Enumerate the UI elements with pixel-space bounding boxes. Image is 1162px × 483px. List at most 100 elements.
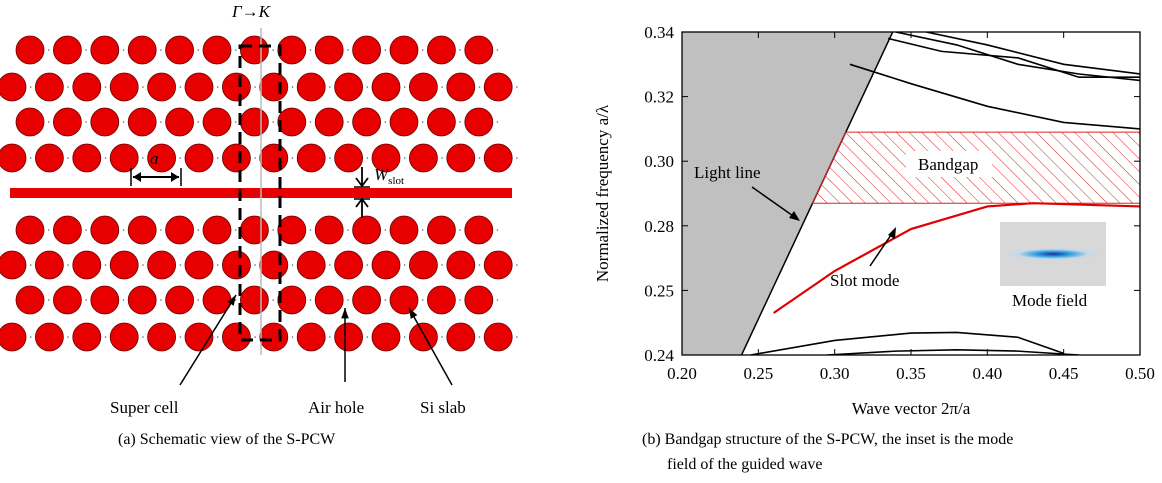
lattice-dot (329, 86, 331, 88)
structure-label: Super cell (110, 398, 179, 417)
lattice-dot (254, 264, 256, 266)
lattice-dot (105, 157, 107, 159)
air-hole (409, 73, 437, 101)
lattice-dot (254, 86, 256, 88)
air-hole (297, 144, 325, 172)
lattice-dot (123, 49, 125, 51)
lattice-dot (254, 157, 256, 159)
air-hole (390, 108, 418, 136)
air-hole (353, 36, 381, 64)
air-hole (409, 144, 437, 172)
air-hole (372, 323, 400, 351)
lattice-dot (367, 264, 369, 266)
lattice-dot (198, 121, 200, 123)
air-hole (35, 251, 63, 279)
structure-label: Air hole (308, 398, 364, 417)
lattice-dot (180, 86, 182, 88)
lattice-dot (404, 336, 406, 338)
air-hole (335, 73, 363, 101)
lattice-dot (310, 121, 312, 123)
air-hole (297, 251, 325, 279)
air-hole (372, 251, 400, 279)
air-hole (166, 36, 194, 64)
air-hole (390, 36, 418, 64)
lattice-dot (292, 264, 294, 266)
lattice-dot (479, 336, 481, 338)
air-hole (427, 36, 455, 64)
lattice-dot (272, 121, 274, 123)
air-hole (166, 108, 194, 136)
air-hole (335, 144, 363, 172)
air-hole (278, 108, 306, 136)
lattice-dot (516, 86, 518, 88)
annotation: Slot mode (830, 271, 899, 290)
air-hole (427, 286, 455, 314)
air-hole (315, 286, 343, 314)
lattice-dot (347, 299, 349, 301)
air-hole (91, 286, 119, 314)
lattice-dot (67, 86, 69, 88)
air-hole (315, 216, 343, 244)
air-hole (278, 286, 306, 314)
lattice-dot (142, 336, 144, 338)
lattice-dot (404, 264, 406, 266)
lattice-dot (235, 299, 237, 301)
lattice-dot (30, 86, 32, 88)
lattice-dot (48, 229, 50, 231)
air-hole (222, 144, 250, 172)
lattice-dot (310, 299, 312, 301)
lattice-dot (367, 336, 369, 338)
air-hole (35, 144, 63, 172)
lattice-dot (459, 299, 461, 301)
lattice-dot (123, 121, 125, 123)
lattice-dot (516, 336, 518, 338)
lattice-dot (459, 121, 461, 123)
air-hole (240, 108, 268, 136)
air-hole (427, 108, 455, 136)
lattice-dot (67, 336, 69, 338)
air-hole (91, 108, 119, 136)
air-hole (390, 286, 418, 314)
air-hole (222, 73, 250, 101)
air-hole (148, 251, 176, 279)
air-hole (447, 251, 475, 279)
air-hole (240, 286, 268, 314)
air-hole (465, 36, 493, 64)
lattice-dot (105, 264, 107, 266)
air-hole (110, 323, 138, 351)
lattice-dot (180, 157, 182, 159)
lattice-dot (347, 49, 349, 51)
air-hole (484, 144, 512, 172)
lattice-dot (217, 86, 219, 88)
lattice-dot (105, 86, 107, 88)
arrow-head (341, 308, 349, 318)
lattice-dot (217, 157, 219, 159)
air-hole (128, 286, 156, 314)
air-hole (465, 108, 493, 136)
lattice-dot (272, 49, 274, 51)
lattice-dot (217, 336, 219, 338)
air-hole (35, 323, 63, 351)
lattice-dot (85, 49, 87, 51)
air-hole (166, 286, 194, 314)
lattice-dot (310, 229, 312, 231)
y-tick-label: 0.25 (644, 281, 674, 300)
inset-mode (1003, 247, 1103, 261)
lattice-dot (123, 229, 125, 231)
air-hole (148, 323, 176, 351)
lattice-dot (142, 86, 144, 88)
air-hole (240, 216, 268, 244)
air-hole (185, 144, 213, 172)
figure: Γ→KaWslotSuper cellAir holeSi slab(a) Sc… (0, 0, 1162, 483)
lattice-dot (67, 264, 69, 266)
lattice-dot (422, 49, 424, 51)
lattice-dot (235, 49, 237, 51)
annotation: Light line (694, 163, 761, 182)
lattice-dot (497, 49, 499, 51)
figure-canvas: Γ→KaWslotSuper cellAir holeSi slab(a) Sc… (0, 0, 1162, 483)
air-hole (427, 216, 455, 244)
air-hole (73, 73, 101, 101)
air-hole (260, 323, 288, 351)
lattice-dot (105, 336, 107, 338)
lattice-dot (404, 86, 406, 88)
